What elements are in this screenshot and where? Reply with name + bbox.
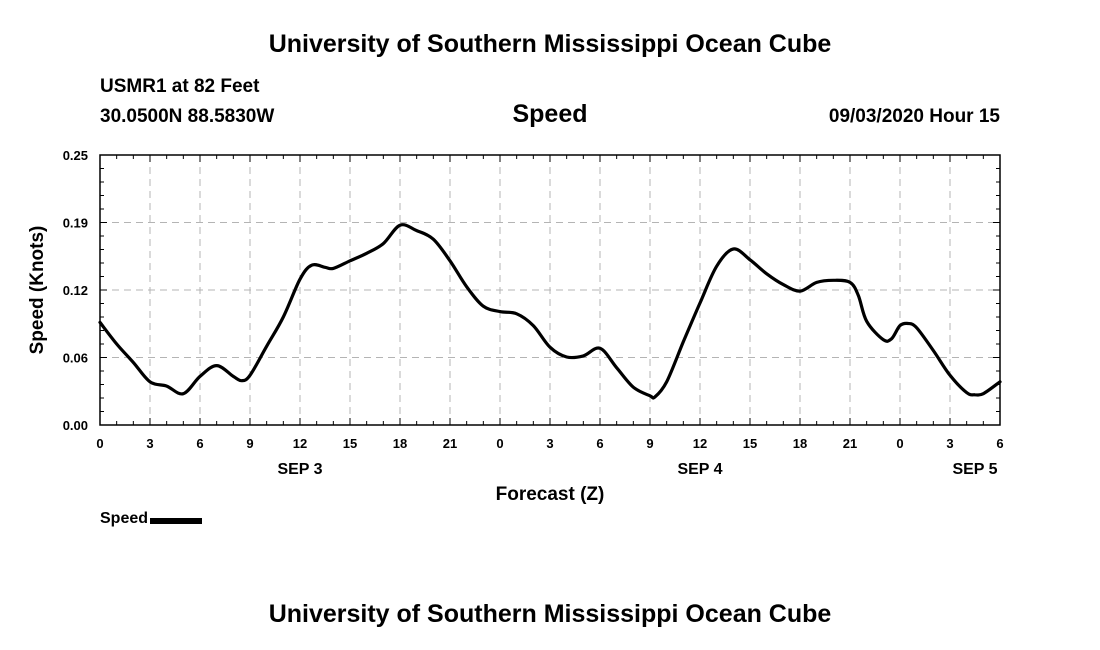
timestamp: 09/03/2020 Hour 15 — [828, 106, 1000, 127]
x-tick-label: 3 — [946, 436, 953, 451]
x-tick-label: 0 — [896, 436, 903, 451]
y-axis-title: Speed (Knots) — [27, 226, 48, 355]
legend-label: Speed — [100, 510, 149, 527]
x-tick-label: 21 — [843, 436, 857, 451]
x-tick-label: 0 — [96, 436, 103, 451]
series-layer — [98, 223, 1002, 400]
y-tick-label: 0.25 — [63, 148, 88, 163]
x-tick-label: 15 — [343, 436, 357, 451]
x-tick-label: 12 — [693, 436, 707, 451]
station-name: USMR1 at 82 Feet — [100, 76, 260, 97]
chart-title: Speed — [512, 100, 588, 128]
x-axis-title: Forecast (Z) — [496, 484, 605, 505]
x-tick-label: 3 — [146, 436, 153, 451]
speed-series-line — [98, 223, 1002, 400]
x-tick-label: 6 — [196, 436, 203, 451]
x-tick-label: 3 — [546, 436, 553, 451]
plot-frame — [99, 154, 1001, 426]
y-tick-label: 0.12 — [63, 283, 88, 298]
y-tick-label: 0.00 — [63, 418, 88, 433]
axis-labels: 0 3 6 9 12 15 18 21 0 3 6 9 12 15 18 21 0 3 6 0.00 0.06 0.12 0… — [63, 148, 1004, 478]
x-tick-label: 21 — [443, 436, 457, 451]
y-tick-label: 0.19 — [63, 216, 88, 231]
x-tick-label: 9 — [246, 436, 253, 451]
x-day-label: SEP 4 — [677, 461, 722, 478]
x-tick-label: 18 — [793, 436, 807, 451]
x-tick-label: 9 — [646, 436, 653, 451]
station-coords: 30.0500N 88.5830W — [100, 106, 275, 127]
x-tick-label: 0 — [496, 436, 503, 451]
legend-swatch — [150, 518, 203, 524]
footer-title: University of Southern Mississippi Ocean… — [268, 600, 832, 628]
x-tick-label: 6 — [596, 436, 603, 451]
x-tick-label: 18 — [393, 436, 407, 451]
legend: Speed — [100, 510, 203, 528]
x-day-label: SEP 3 — [277, 461, 322, 478]
x-tick-label: 12 — [293, 436, 307, 451]
grid-lines — [100, 155, 1000, 425]
x-tick-label: 6 — [996, 436, 1003, 451]
y-tick-label: 0.06 — [63, 351, 88, 366]
x-tick-label: 15 — [743, 436, 757, 451]
main-title: University of Southern Mississippi Ocean… — [268, 30, 832, 58]
x-day-label: SEP 5 — [952, 461, 997, 478]
